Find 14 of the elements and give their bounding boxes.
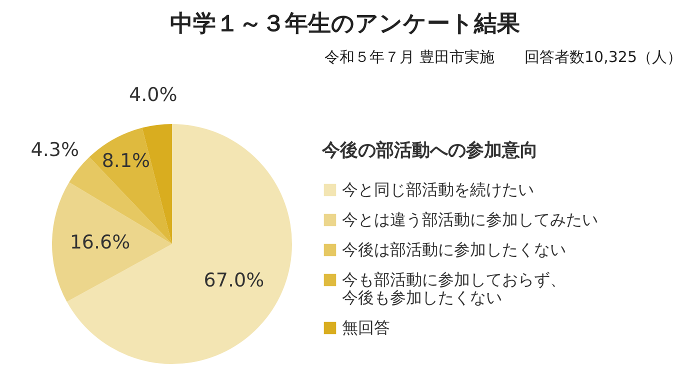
legend-label: 無回答 (342, 318, 390, 337)
legend-label: 今と同じ部活動を続けたい (342, 180, 534, 199)
data-label: 8.1% (102, 150, 150, 172)
data-label: 16.6% (70, 232, 130, 254)
data-label: 4.3% (30, 139, 80, 162)
legend-label: 今とは違う部活動に参加してみたい (342, 210, 598, 229)
chart-title: 中学１～３年生のアンケート結果 (169, 10, 521, 39)
data-label: 67.0% (204, 270, 264, 292)
pie-slice (52, 182, 172, 302)
chart-subtitle: 令和５年７月 豊田市実施 回答者数10,325（人） (324, 48, 682, 67)
legend-label: 今も部活動に参加しておらず、今後も参加したくない (342, 270, 566, 307)
legend-label: 今後は部活動に参加したくない (342, 240, 566, 259)
data-label: 4.0% (129, 84, 178, 106)
legend-title: 今後の部活動への参加意向 (321, 140, 538, 161)
